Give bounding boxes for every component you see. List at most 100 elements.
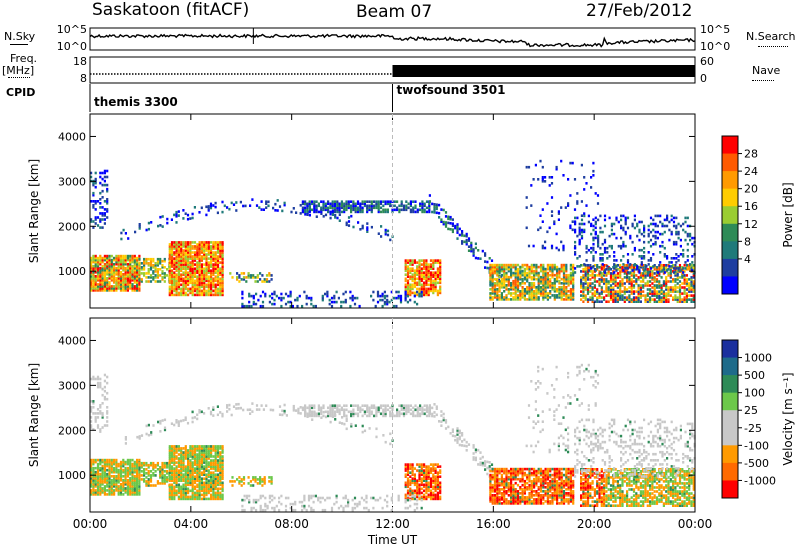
heatmap-cell (565, 279, 568, 283)
heatmap-cell (173, 265, 176, 268)
heatmap-cell (562, 290, 566, 293)
heatmap-cell (432, 281, 435, 285)
heatmap-cell (659, 244, 662, 248)
heatmap-cell (177, 253, 180, 256)
heatmap-cell (633, 263, 636, 266)
heatmap-cell (273, 290, 276, 294)
heatmap-cell (209, 206, 213, 210)
heatmap-cell (122, 258, 125, 262)
heatmap-cell (505, 294, 508, 297)
heatmap-cell (686, 216, 689, 220)
heatmap-cell (609, 290, 613, 293)
heatmap-cell (615, 216, 618, 220)
heatmap-cell (147, 484, 150, 487)
heatmap-cell (514, 296, 517, 299)
heatmap-cell (124, 268, 127, 272)
heatmap-cell (126, 489, 129, 492)
heatmap-cell (600, 268, 603, 271)
heatmap-cell (184, 471, 187, 474)
heatmap-cell (439, 273, 442, 276)
heatmap-cell (623, 282, 626, 285)
heatmap-cell (216, 491, 220, 495)
heatmap-cell (589, 286, 592, 289)
heatmap-cell (207, 463, 210, 466)
heatmap-cell (628, 298, 631, 301)
heatmap-cell (434, 271, 437, 274)
heatmap-cell (685, 294, 688, 297)
heatmap-cell (221, 210, 224, 214)
heatmap-cell (129, 254, 132, 258)
heatmap-cell (180, 273, 183, 276)
heatmap-cell (103, 273, 106, 276)
heatmap-cell (406, 291, 410, 295)
heatmap-cell (203, 447, 206, 450)
heatmap-cell (117, 468, 120, 472)
heatmap-cell (219, 281, 222, 285)
heatmap-cell (297, 411, 300, 415)
heatmap-cell (207, 283, 210, 287)
heatmap-cell (119, 470, 123, 474)
heatmap-cell (674, 288, 677, 291)
heatmap-cell (143, 461, 146, 465)
heatmap-cell (212, 251, 215, 254)
heatmap-cell (196, 263, 199, 266)
heatmap-cell (544, 277, 547, 281)
heatmap-cell (101, 491, 104, 494)
heatmap-cell (216, 281, 220, 285)
heatmap-cell (207, 485, 210, 489)
heatmap-cell (593, 280, 596, 283)
heatmap-cell (168, 265, 171, 268)
heatmap-cell (136, 268, 139, 272)
heatmap-cell (352, 208, 355, 212)
heatmap-cell (187, 259, 190, 262)
heatmap-cell (590, 186, 593, 189)
heatmap-cell (159, 422, 162, 425)
heatmap-cell (425, 263, 428, 266)
heatmap-cell (580, 264, 583, 267)
heatmap-cell (432, 261, 435, 264)
heatmap-cell (131, 487, 134, 490)
heatmap-cell (310, 412, 314, 416)
heatmap-cell (498, 282, 501, 285)
heatmap-cell (649, 222, 653, 226)
heatmap-cell (333, 414, 337, 418)
heatmap-cell (163, 480, 166, 483)
heatmap-cell (161, 419, 164, 422)
heatmap-cell (124, 472, 127, 476)
heatmap-cell (308, 200, 311, 203)
heatmap-cell (175, 481, 178, 485)
heatmap-cell (619, 268, 622, 271)
heatmap-cell (168, 453, 171, 456)
heatmap-cell (317, 406, 320, 410)
heatmap-cell (187, 453, 190, 456)
heatmap-cell (586, 264, 590, 267)
heatmap-cell (198, 451, 201, 454)
heatmap-cell (553, 290, 556, 293)
heatmap-cell (521, 282, 524, 285)
heatmap-cell (435, 211, 438, 215)
heatmap-cell (207, 461, 210, 464)
heatmap-cell (182, 457, 185, 460)
heatmap-cell (212, 253, 215, 256)
heatmap-cell (99, 266, 102, 270)
heatmap-cell (411, 277, 414, 281)
heatmap-cell (598, 280, 601, 283)
heatmap-cell (569, 282, 572, 285)
heatmap-cell (187, 267, 190, 270)
heatmap-cell (472, 248, 475, 251)
heatmap-cell (313, 412, 316, 416)
heatmap-cell (103, 169, 106, 173)
heatmap-cell (161, 266, 164, 269)
heatmap-cell (198, 265, 201, 268)
heatmap-cell (685, 300, 688, 303)
heatmap-cell (138, 487, 141, 490)
heatmap-cell (647, 228, 650, 232)
heatmap-cell (101, 460, 104, 464)
heatmap-cell (619, 282, 622, 285)
heatmap-cell (108, 491, 111, 494)
heatmap-cell (124, 287, 127, 290)
heatmap-cell (616, 282, 619, 285)
heatmap-cell (537, 284, 540, 287)
heatmap-cell (147, 227, 150, 231)
heatmap-cell (528, 286, 531, 289)
